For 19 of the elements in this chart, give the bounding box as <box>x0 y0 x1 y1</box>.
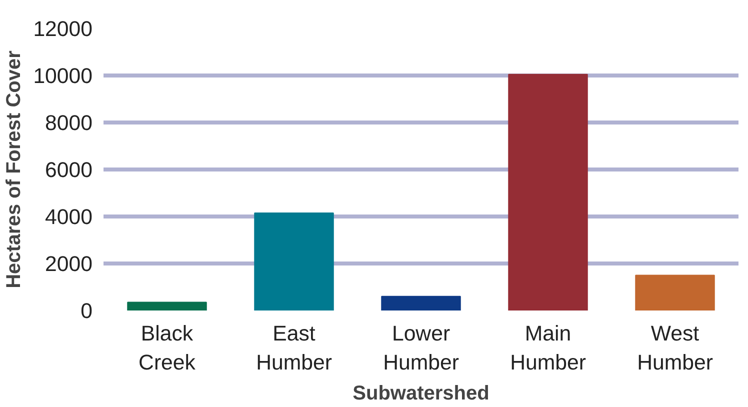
x-tick-label: West Humber <box>637 322 713 374</box>
x-tick-label: Black Creek <box>138 322 196 374</box>
bar <box>127 302 207 310</box>
y-tick-label: 8000 <box>45 111 93 135</box>
x-axis-title: Subwatershed <box>352 382 490 404</box>
y-tick-label: 12000 <box>33 17 93 41</box>
y-tick-label: 2000 <box>45 252 93 276</box>
y-tick-label: 0 <box>80 299 93 323</box>
bar <box>635 274 715 310</box>
y-tick-label: 6000 <box>45 158 93 182</box>
y-tick-label: 10000 <box>33 64 93 88</box>
y-tick-label: 4000 <box>45 205 93 229</box>
bar <box>508 74 588 310</box>
bar <box>381 296 461 310</box>
x-tick-label: Main Humber <box>510 322 586 374</box>
x-tick-label: Lower Humber <box>383 322 459 374</box>
bar <box>254 212 334 310</box>
x-tick-label: East Humber <box>256 322 332 374</box>
y-axis-title: Hectares of Forest Cover <box>3 50 26 288</box>
